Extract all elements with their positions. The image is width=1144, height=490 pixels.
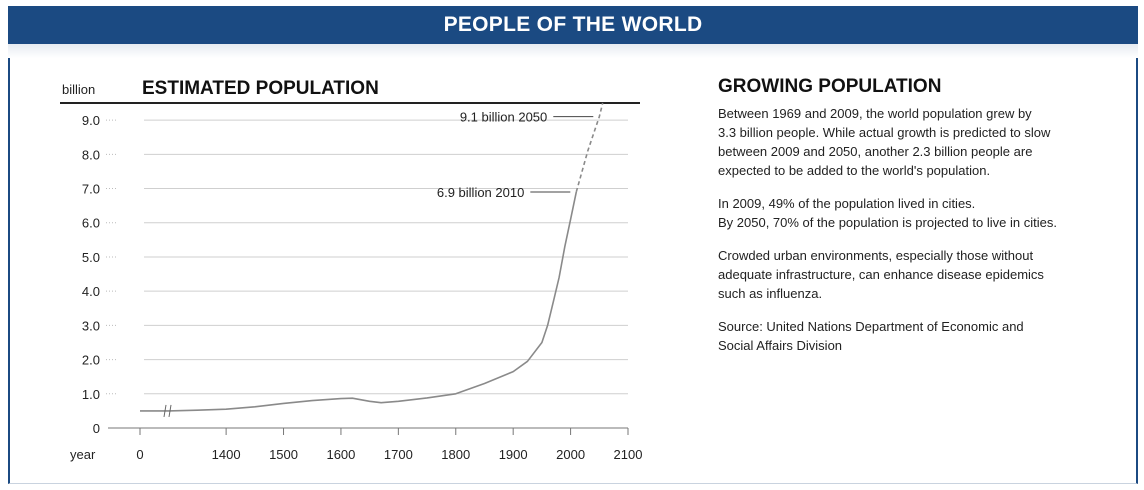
x-tick-label: 1800 (441, 447, 470, 462)
annotation-label: 6.9 billion 2010 (437, 185, 524, 200)
x-tick-label: 1400 (212, 447, 241, 462)
side-paragraph-1: Between 1969 and 2009, the world populat… (718, 106, 1051, 178)
y-tick-label: 1.0 (82, 387, 100, 402)
infographic-frame (8, 6, 1138, 484)
y-axis-unit: billion (62, 82, 95, 97)
x-tick-label: 1500 (269, 447, 298, 462)
x-tick-label: 1600 (326, 447, 355, 462)
side-paragraph-2: In 2009, 49% of the population lived in … (718, 196, 1057, 230)
y-tick-label: 9.0 (82, 113, 100, 128)
x-tick-label: 2100 (614, 447, 643, 462)
y-tick-label: 6.0 (82, 216, 100, 231)
banner-title: PEOPLE OF THE WORLD (8, 6, 1138, 44)
x-axis-unit: year (70, 447, 96, 462)
projection-line (575, 102, 604, 193)
annotation-label: 9.1 billion 2050 (460, 110, 547, 125)
y-tick-label: 0 (93, 421, 100, 436)
side-panel: GROWING POPULATION Between 1969 and 2009… (718, 76, 1118, 369)
banner-shadow (8, 44, 1138, 58)
y-tick-label: 3.0 (82, 318, 100, 333)
axis-break-mark (168, 404, 172, 417)
side-title: GROWING POPULATION (718, 76, 942, 97)
x-tick-label: 2000 (556, 447, 585, 462)
x-tick-label: 1700 (384, 447, 413, 462)
x-tick-label: 1900 (499, 447, 528, 462)
chart-title: ESTIMATED POPULATION (142, 78, 379, 99)
x-tick-label: 0 (136, 447, 143, 462)
y-tick-label: 8.0 (82, 147, 100, 162)
y-tick-label: 7.0 (82, 182, 100, 197)
source-note: Source: United Nations Department of Eco… (718, 319, 1024, 353)
side-paragraph-3: Crowded urban environments, especially t… (718, 248, 1044, 301)
population-line (140, 191, 578, 412)
y-tick-label: 4.0 (82, 284, 100, 299)
axis-break-mark (163, 404, 167, 417)
y-tick-label: 5.0 (82, 250, 100, 265)
y-tick-label: 2.0 (82, 353, 100, 368)
